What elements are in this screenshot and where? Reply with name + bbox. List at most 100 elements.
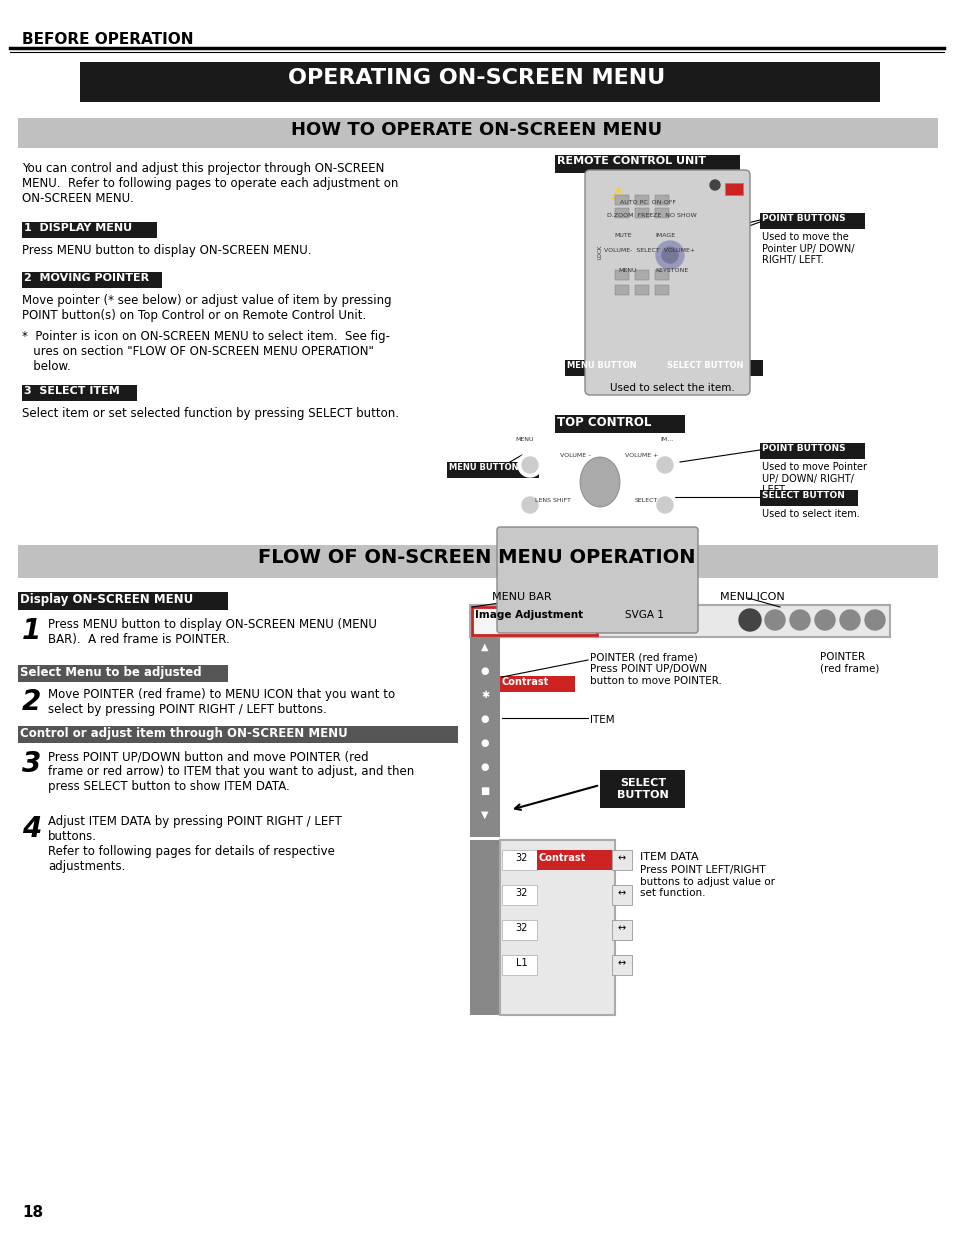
Bar [555,415,684,433]
Bar [499,676,575,692]
Text: MENU BUTTON: MENU BUTTON [449,463,518,472]
Text: ●: ● [480,666,489,676]
Text: ▼: ▼ [480,810,488,820]
Bar [501,850,537,869]
Circle shape [789,610,809,630]
Circle shape [652,453,677,477]
Text: Select Menu to be adjusted: Select Menu to be adjusted [20,666,201,679]
Text: Used to select the item.: Used to select the item. [609,383,734,393]
Text: MENU ICON: MENU ICON [720,592,784,601]
Bar [635,270,648,280]
Text: 4: 4 [22,815,41,844]
Circle shape [709,180,720,190]
Bar [615,195,628,205]
Bar [564,359,655,375]
Text: ↔: ↔ [618,958,625,968]
Text: MENU: MENU [515,437,533,442]
Text: MENU: MENU [618,268,636,273]
Circle shape [517,453,541,477]
Bar [470,840,499,1015]
Text: Move pointer (* see below) or adjust value of item by pressing
POINT button(s) o: Move pointer (* see below) or adjust val… [22,294,392,322]
Bar [472,606,597,635]
Bar [472,606,597,635]
Text: ⚠: ⚠ [609,185,624,203]
Bar [664,359,762,375]
Text: 2: 2 [22,688,41,716]
Bar [635,195,648,205]
Text: SELECT
BUTTON: SELECT BUTTON [617,778,668,799]
Bar [635,285,648,295]
Bar [80,62,879,103]
Bar [499,840,615,1015]
Text: Press MENU button to display ON-SCREEN MENU.: Press MENU button to display ON-SCREEN M… [22,245,312,257]
Bar [615,285,628,295]
Text: ↔: ↔ [618,923,625,932]
Circle shape [764,610,784,630]
Bar [555,156,740,173]
Text: ↔: ↔ [618,853,625,863]
Circle shape [652,493,677,517]
Text: Adjust ITEM DATA by pressing POINT RIGHT / LEFT
buttons.
Refer to following page: Adjust ITEM DATA by pressing POINT RIGHT… [48,815,341,873]
Text: Contrast: Contrast [538,853,586,863]
Text: *  Pointer is icon on ON-SCREEN MENU to select item.  See fig-
   ures on sectio: * Pointer is icon on ON-SCREEN MENU to s… [22,330,390,373]
Bar [501,955,537,974]
Circle shape [661,247,678,263]
Ellipse shape [579,457,619,508]
Text: 18: 18 [22,1205,43,1220]
Bar [724,183,742,195]
Text: ↔: ↔ [618,888,625,898]
Bar [501,885,537,905]
Circle shape [517,493,541,517]
Text: POINTER (red frame): POINTER (red frame) [589,652,697,662]
Text: Press POINT UP/DOWN button and move POINTER (red
frame or red arrow) to ITEM tha: Press POINT UP/DOWN button and move POIN… [48,750,414,793]
FancyBboxPatch shape [584,170,749,395]
Text: Display ON-SCREEN MENU: Display ON-SCREEN MENU [20,593,193,606]
Text: POINT BUTTONS: POINT BUTTONS [761,445,844,453]
Text: MENU BAR: MENU BAR [492,592,551,601]
Text: VOLUME –: VOLUME – [559,453,591,458]
Bar [612,955,631,974]
Text: SELECT BUTTON: SELECT BUTTON [666,361,742,370]
Text: BEFORE OPERATION: BEFORE OPERATION [22,32,193,47]
Text: IMAGE: IMAGE [655,233,675,238]
Circle shape [657,496,672,513]
Text: SELECT BUTTON: SELECT BUTTON [761,492,844,500]
Text: VOLUME-  SELECT  VOLUME+: VOLUME- SELECT VOLUME+ [603,248,695,253]
Bar [612,920,631,940]
Text: KEYSTONE: KEYSTONE [655,268,687,273]
Text: LENS SHIFT: LENS SHIFT [535,498,570,503]
Text: Press POINT LEFT/RIGHT
buttons to adjust value or
set function.: Press POINT LEFT/RIGHT buttons to adjust… [639,864,774,898]
Bar [18,664,228,682]
Text: SELECT: SELECT [635,498,658,503]
Text: POINT BUTTONS: POINT BUTTONS [761,214,844,224]
Text: ITEM DATA: ITEM DATA [639,852,698,862]
Bar [615,270,628,280]
Circle shape [864,610,884,630]
Text: SVGA 1: SVGA 1 [624,610,663,620]
Bar [22,222,157,238]
Text: 32: 32 [516,888,528,898]
Bar [18,726,457,743]
Text: IM...: IM... [659,437,673,442]
Bar [22,272,162,288]
Text: LOCK: LOCK [598,245,602,259]
Text: 1: 1 [22,618,41,645]
Bar [635,207,648,219]
Text: Used to move Pointer
UP/ DOWN/ RIGHT/
LEFT.: Used to move Pointer UP/ DOWN/ RIGHT/ LE… [761,462,866,495]
Bar [612,850,631,869]
Text: HOW TO OPERATE ON-SCREEN MENU: HOW TO OPERATE ON-SCREEN MENU [291,121,662,140]
Text: button to move POINTER.: button to move POINTER. [589,676,721,685]
Bar [501,920,537,940]
Bar [612,885,631,905]
Text: FLOW OF ON-SCREEN MENU OPERATION: FLOW OF ON-SCREEN MENU OPERATION [258,548,695,567]
Text: Move POINTER (red frame) to MENU ICON that you want to
select by pressing POINT : Move POINTER (red frame) to MENU ICON th… [48,688,395,716]
Bar [655,207,668,219]
Circle shape [814,610,834,630]
Text: Contrast: Contrast [501,677,549,687]
Text: Press POINT UP/DOWN: Press POINT UP/DOWN [589,664,706,674]
Text: You can control and adjust this projector through ON-SCREEN
MENU.  Refer to foll: You can control and adjust this projecto… [22,162,398,205]
Text: ITEM: ITEM [589,715,614,725]
Circle shape [656,241,683,269]
Text: 32: 32 [516,853,528,863]
Text: ✱: ✱ [480,690,489,700]
